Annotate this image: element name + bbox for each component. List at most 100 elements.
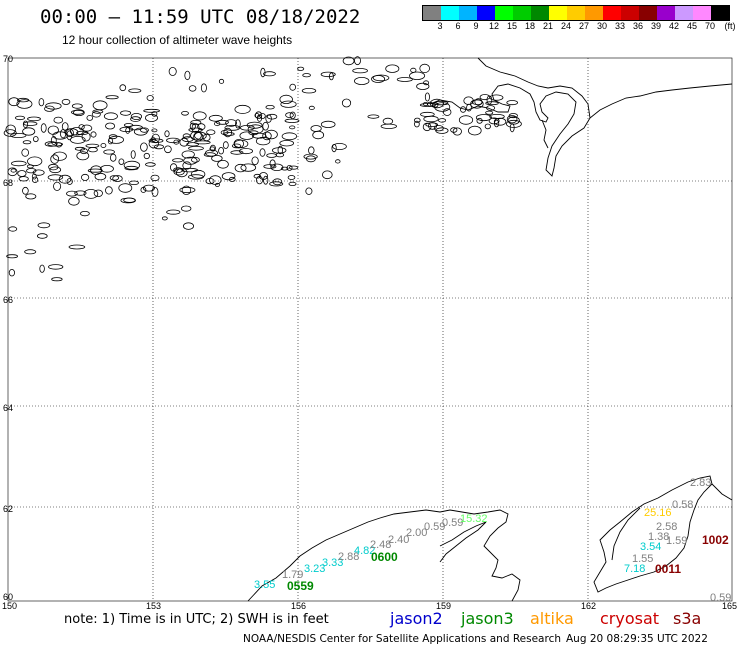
wave-height-observation: 1.55: [632, 553, 653, 565]
wave-height-observation: 0.58: [672, 499, 693, 511]
ice-floe-contour: [260, 67, 266, 78]
ice-floe-contour: [235, 119, 241, 129]
legend-label: 30: [596, 21, 608, 31]
ice-floe-contour: [255, 136, 271, 146]
legend-swatch: [603, 6, 621, 20]
ice-floe-contour: [151, 128, 158, 133]
ice-floe-contour: [475, 114, 492, 122]
wave-height-observation: 15.32: [460, 513, 488, 525]
latitude-labels: 70 68 66 64 62 60: [3, 54, 13, 602]
ice-floe-contour: [288, 165, 299, 170]
pass-time-label: 0011: [655, 562, 681, 576]
ice-floe-contour: [265, 104, 275, 110]
ice-floe-contour: [31, 176, 39, 183]
ice-floe-contour: [262, 131, 272, 141]
legend-label: 3: [437, 21, 443, 31]
ice-floe-contour: [238, 148, 253, 155]
ice-floe-contour: [105, 122, 116, 130]
ice-floe-contour: [179, 186, 196, 194]
ice-floe-contour: [206, 129, 216, 135]
ice-floe-contour: [103, 112, 118, 120]
ice-floe-contour: [279, 94, 293, 105]
ice-floe-contour: [269, 181, 284, 187]
legend-label: 18: [524, 21, 536, 31]
legend-swatch: [459, 6, 477, 20]
lon-label: 150: [2, 601, 17, 611]
legend-label: 15: [506, 21, 518, 31]
ice-floe-contour: [68, 197, 80, 206]
ice-floe-contour: [277, 145, 283, 155]
ice-floe-contour: [308, 146, 315, 155]
ice-floe-contour: [100, 143, 107, 148]
legend-label: 45: [686, 21, 698, 31]
ice-floe-contour: [266, 113, 278, 120]
ice-floe-contour: [435, 127, 449, 134]
ice-floe-contour: [486, 95, 493, 105]
ice-floe-contour: [53, 181, 62, 191]
ice-floe-contour: [140, 142, 148, 152]
ice-floe-contour: [272, 178, 283, 186]
lat-label: 66: [3, 295, 13, 305]
ice-floe-contour: [466, 103, 472, 112]
ice-floe-contour: [120, 110, 132, 116]
ice-floe-contour: [264, 129, 278, 140]
ice-floe-contour: [108, 135, 124, 144]
ice-floe-contour: [471, 99, 483, 105]
ice-floe-contour: [310, 125, 322, 132]
ice-floe-contour: [367, 114, 380, 119]
ice-floe-contour: [25, 193, 37, 200]
longitude-labels: 150 153 156 159 162 165: [2, 601, 737, 611]
wave-height-observation: 3.55: [254, 579, 275, 591]
ice-floe-contour: [118, 158, 125, 165]
ice-floe-contour: [493, 119, 500, 128]
ice-floe-contour: [194, 131, 207, 140]
coastline-okhotsk: [247, 475, 733, 602]
ice-floe-contour: [109, 175, 120, 181]
ice-floe-contour: [47, 174, 64, 181]
ice-floe-contour: [218, 146, 225, 155]
ice-floe-contour: [130, 113, 142, 121]
ice-floe-contour: [188, 85, 197, 92]
wave-height-observation: 0.59: [442, 517, 463, 529]
ice-floe-contour: [286, 164, 293, 171]
altimeter-observations: 3.551.79 3.233.332.884.822.482.402.000.59…: [254, 477, 731, 604]
ice-floe-contour: [188, 146, 204, 151]
legend-swatch: [513, 6, 531, 20]
wave-height-observation: 7.18: [624, 563, 645, 575]
ice-floe-contour: [459, 106, 467, 113]
ice-floe-contour: [303, 153, 318, 160]
ice-floe-contour: [21, 148, 30, 157]
ice-floe-contour: [251, 156, 259, 166]
ice-floe-contour: [148, 138, 164, 143]
ice-floe-contour: [222, 132, 235, 136]
legend-swatch: [639, 6, 657, 20]
ice-floe-contour: [68, 244, 86, 250]
ice-floe-contour: [410, 67, 417, 73]
ice-floe-contour: [74, 190, 87, 196]
ice-floe-contour: [479, 94, 491, 101]
ice-floe-contour: [133, 127, 148, 136]
ice-floe-contour: [182, 222, 194, 230]
ice-floe-contour: [192, 111, 207, 121]
ice-floe-contour: [179, 138, 189, 147]
ice-floe-contour: [123, 197, 136, 203]
ice-floe-contour: [506, 100, 519, 106]
ice-floe-contour: [452, 127, 462, 136]
wave-height-observation: 3.54: [640, 541, 661, 553]
ice-floe-contour: [234, 104, 251, 114]
ice-floe-contour: [239, 131, 255, 140]
ice-floe-contour: [184, 70, 191, 81]
legend-label: 9: [473, 21, 479, 31]
ice-floe-contour: [81, 173, 90, 181]
ice-floe-contour: [37, 222, 51, 229]
ice-floe-contour: [284, 118, 300, 123]
ice-floe-contour: [214, 121, 221, 127]
ice-floe-contour: [280, 166, 289, 171]
legend-swatch: [495, 6, 513, 20]
wave-height-observation: 25.16: [644, 507, 672, 519]
ice-floe-contour: [214, 182, 220, 187]
ice-floe-contour: [228, 176, 236, 182]
ice-floe-contour: [509, 123, 515, 133]
ice-floe-contour: [263, 164, 277, 169]
